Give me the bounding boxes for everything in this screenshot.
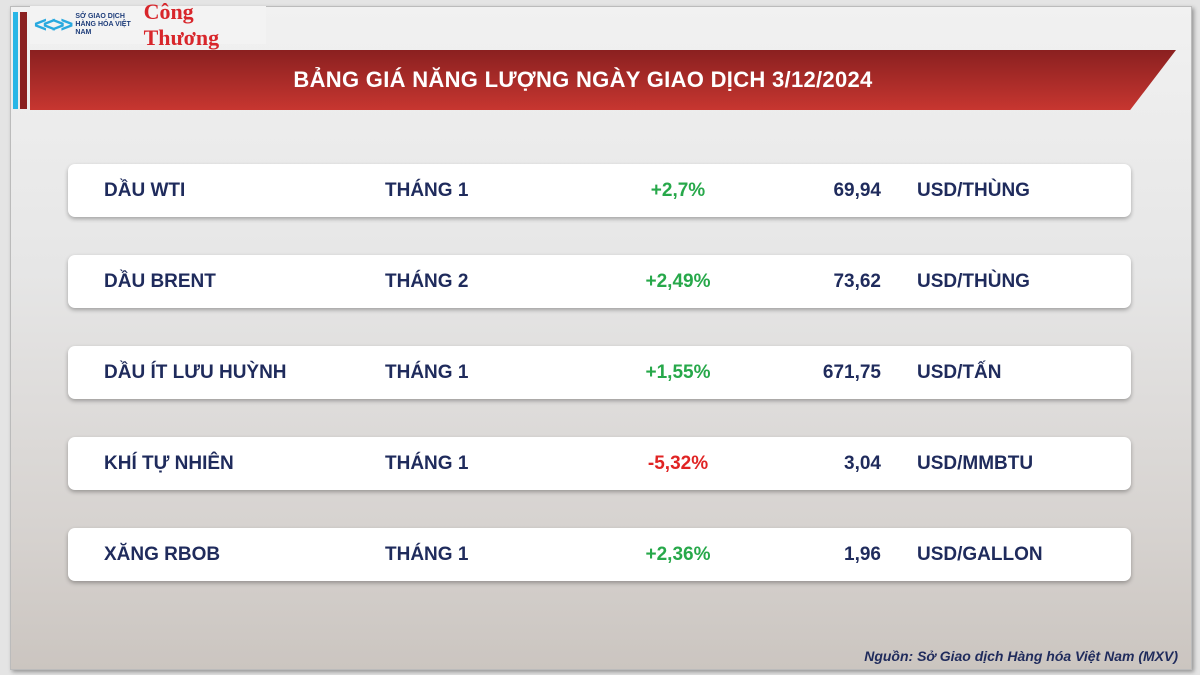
price-unit: USD/THÙNG (917, 271, 1030, 292)
price-value: 73,62 (833, 271, 881, 292)
price-unit: USD/TẤN (917, 362, 1002, 383)
price-unit: USD/GALLON (917, 544, 1043, 565)
contract-month: THÁNG 2 (385, 271, 469, 292)
table-row: DẦU ÍT LƯU HUỲNH THÁNG 1 +1,55% 671,75 U… (68, 346, 1131, 399)
price-change: +2,7% (650, 180, 706, 201)
contract-month: THÁNG 1 (385, 362, 469, 383)
commodity-name: KHÍ TỰ NHIÊN (104, 453, 234, 474)
price-change: -5,32% (647, 453, 709, 474)
price-value: 671,75 (822, 362, 881, 383)
contract-month: THÁNG 1 (385, 180, 469, 201)
price-unit: USD/THÙNG (917, 180, 1030, 201)
contract-month: THÁNG 1 (385, 544, 469, 565)
mxv-logo-icon: <<>> (34, 12, 73, 37)
commodity-name: DẦU BRENT (104, 271, 216, 292)
commodity-name: DẦU WTI (104, 180, 186, 201)
price-unit: USD/MMBTU (917, 453, 1034, 474)
price-change: +2,36% (645, 544, 711, 565)
price-value: 69,94 (833, 180, 881, 201)
price-value: 3,04 (844, 453, 881, 474)
source-note: Nguồn: Sở Giao dịch Hàng hóa Việt Nam (M… (864, 648, 1178, 664)
contract-month: THÁNG 1 (385, 453, 469, 474)
table-row: DẦU BRENT THÁNG 2 +2,49% 73,62 USD/THÙNG (68, 255, 1131, 308)
logo: <<>> SỞ GIAO DỊCH HÀNG HÓA VIỆT NAM Công… (30, 0, 266, 50)
table-row: DẦU WTI THÁNG 1 +2,7% 69,94 USD/THÙNG (68, 164, 1131, 217)
price-value: 1,96 (844, 544, 881, 565)
table-row: KHÍ TỰ NHIÊN THÁNG 1 -5,32% 3,04 USD/MMB… (68, 437, 1131, 490)
accent-bar-red (20, 12, 27, 109)
price-change: +2,49% (645, 271, 711, 292)
mxv-name: SỞ GIAO DỊCH HÀNG HÓA VIỆT NAM (75, 13, 131, 36)
commodity-name: DẦU ÍT LƯU HUỲNH (104, 362, 287, 383)
page-title: BẢNG GIÁ NĂNG LƯỢNG NGÀY GIAO DỊCH 3/12/… (293, 67, 873, 92)
accent-bar-blue (13, 12, 18, 109)
congthuong-logo: Công Thương (143, 0, 220, 50)
table-row: XĂNG RBOB THÁNG 1 +2,36% 1,96 USD/GALLON (68, 528, 1131, 581)
title-banner: BẢNG GIÁ NĂNG LƯỢNG NGÀY GIAO DỊCH 3/12/… (30, 50, 1176, 110)
commodity-name: XĂNG RBOB (104, 544, 221, 565)
price-change: +1,55% (645, 362, 711, 383)
